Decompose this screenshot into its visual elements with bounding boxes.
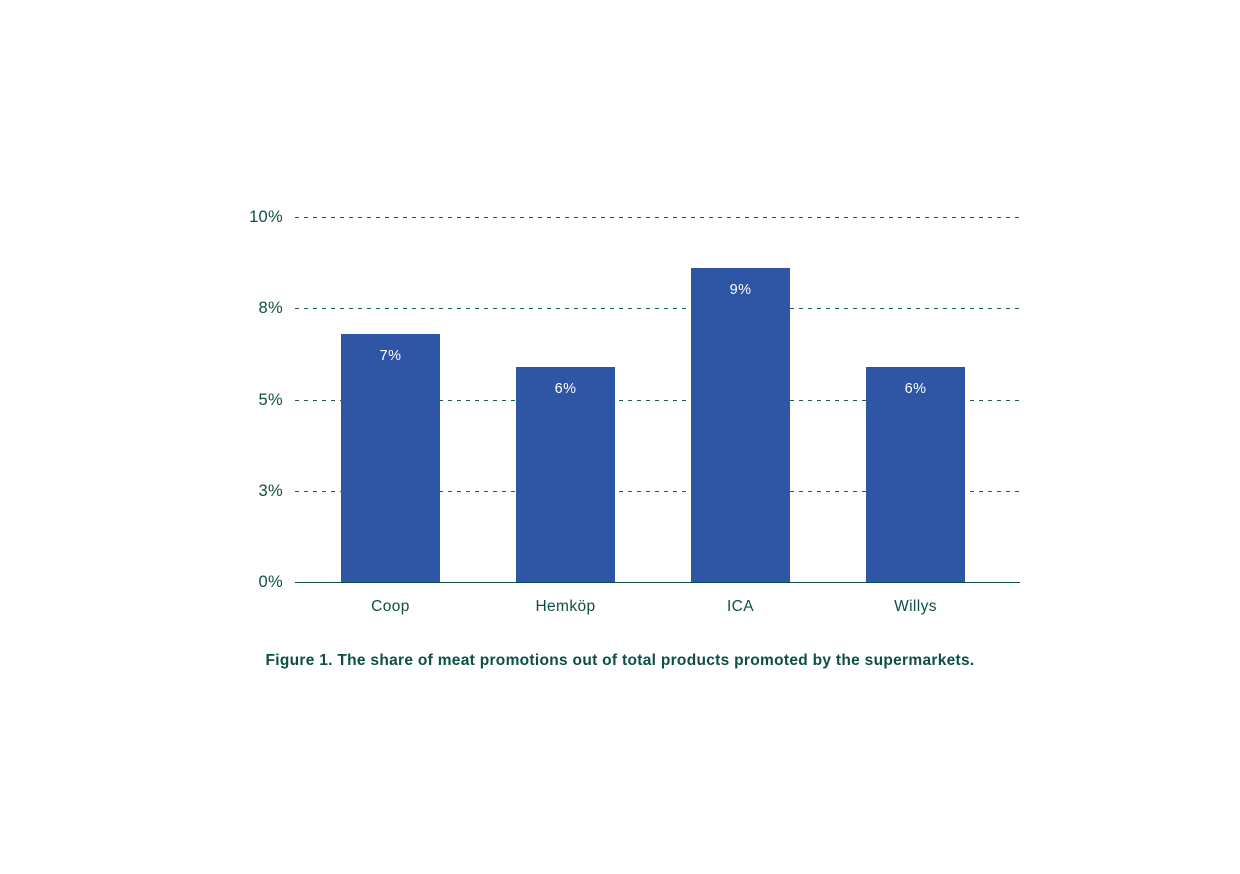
bar-value-label: 6% xyxy=(904,380,927,397)
bar-ica: 9% xyxy=(691,268,790,582)
bar-value-label: 6% xyxy=(554,380,577,397)
bar-value-label: 7% xyxy=(379,347,402,364)
y-tick-label: 0% xyxy=(258,573,283,591)
figure-caption: Figure 1. The share of meat promotions o… xyxy=(265,652,975,669)
category-label-hemköp: Hemköp xyxy=(535,598,596,615)
gridline-10% xyxy=(295,217,1020,218)
bar-coop: 7% xyxy=(341,333,440,582)
y-tick-label: 3% xyxy=(258,481,283,500)
y-tick-label: 5% xyxy=(258,390,283,409)
category-label-willys: Willys xyxy=(894,598,937,615)
bar-value-label: 9% xyxy=(729,282,752,299)
gridline-5% xyxy=(295,399,1020,401)
y-tick-label: 10% xyxy=(249,208,283,226)
bar-willys: 6% xyxy=(866,366,965,582)
y-tick-label: 8% xyxy=(258,299,283,318)
gridline-3% xyxy=(295,490,1020,492)
bar-hemköp: 6% xyxy=(516,366,615,582)
gridline-8% xyxy=(295,308,1020,310)
category-label-coop: Coop xyxy=(371,598,410,615)
plot-area: 7% 6% 9% 6% xyxy=(295,217,1020,583)
category-label-ica: ICA xyxy=(726,598,755,615)
